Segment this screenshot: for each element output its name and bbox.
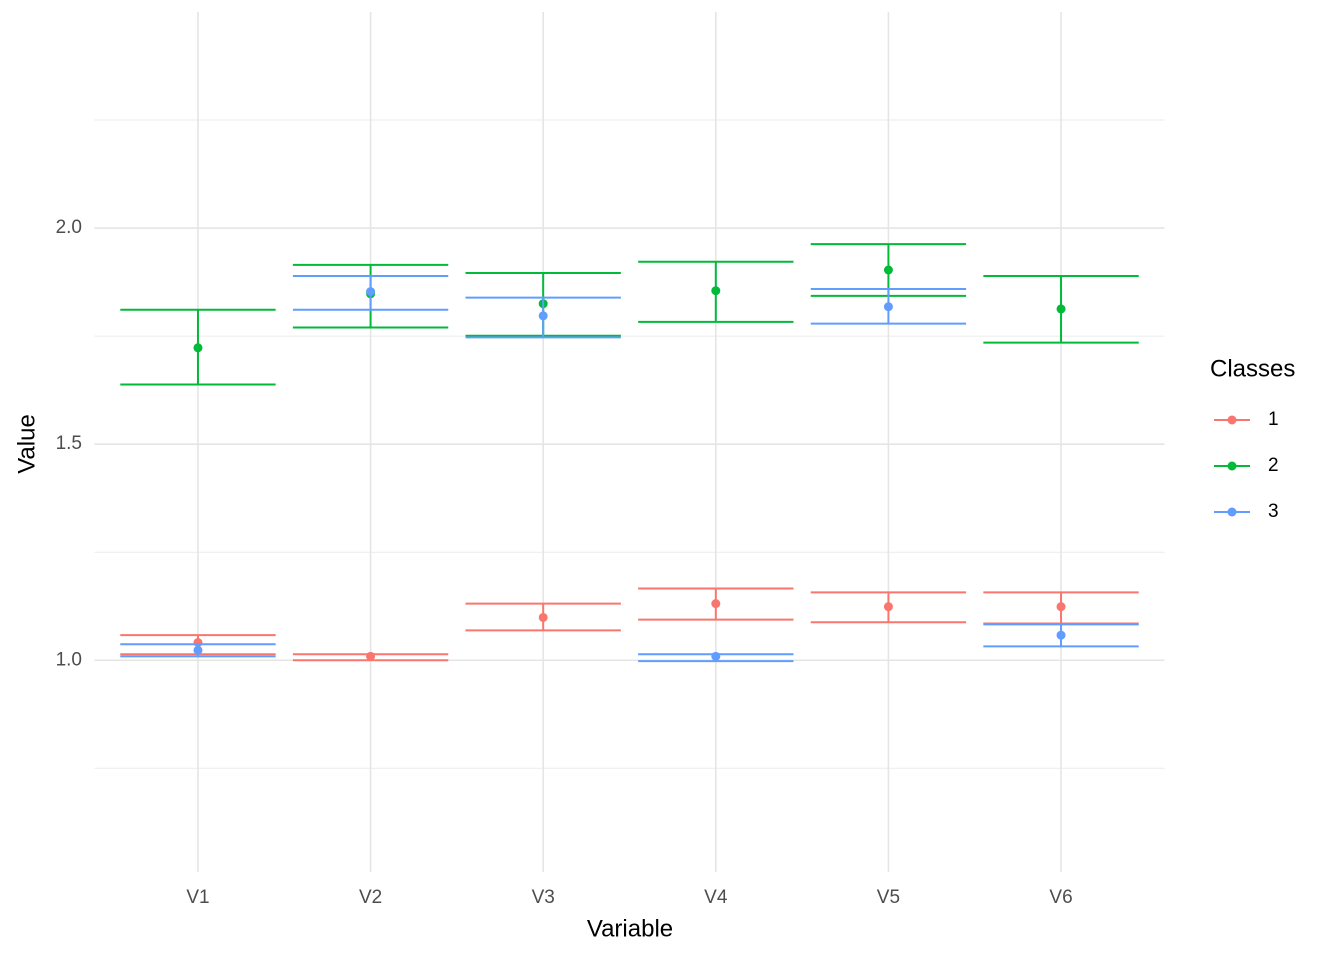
grid: [94, 12, 1165, 872]
x-axis-title: Variable: [587, 915, 673, 942]
mean-point: [1056, 630, 1066, 640]
x-tick-label: V2: [359, 887, 382, 908]
y-tick-label: 1.5: [56, 433, 82, 454]
mean-point: [711, 286, 721, 296]
legend-label: 1: [1268, 409, 1279, 430]
mean-point: [883, 602, 893, 612]
mean-point: [883, 265, 893, 275]
mean-point: [711, 599, 721, 609]
x-tick-label: V1: [186, 887, 209, 908]
legend-label: 3: [1268, 501, 1279, 522]
y-tick-label: 2.0: [56, 217, 82, 238]
mean-point: [366, 287, 376, 297]
mean-point: [711, 651, 721, 661]
legend-label: 2: [1268, 455, 1279, 476]
mean-point: [193, 343, 203, 353]
mean-point: [366, 651, 376, 661]
x-tick-label: V5: [877, 887, 900, 908]
legend-key-point: [1227, 415, 1237, 425]
mean-point: [883, 302, 893, 312]
mean-point: [1056, 304, 1066, 314]
mean-point: [538, 311, 548, 321]
y-tick-label: 1.0: [56, 649, 82, 670]
legend-key-point: [1227, 461, 1237, 471]
mean-point: [193, 645, 203, 655]
x-tick-label: V3: [532, 887, 555, 908]
legend-title: Classes: [1210, 355, 1295, 382]
mean-point: [1056, 602, 1066, 612]
legend-key-point: [1227, 507, 1237, 517]
x-tick-label: V4: [704, 887, 728, 908]
x-tick-label: V6: [1049, 887, 1072, 908]
mean-point: [538, 612, 548, 622]
y-axis-title: Value: [13, 414, 40, 474]
